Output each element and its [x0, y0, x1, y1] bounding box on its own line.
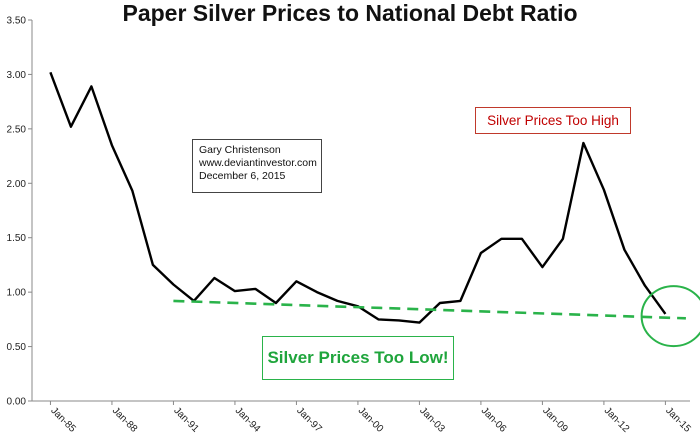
author-info-box: Gary Christenson www.deviantinvestor.com… [192, 139, 322, 193]
author-website: www.deviantinvestor.com [199, 157, 317, 169]
prices-too-high-label: Silver Prices Too High [475, 107, 631, 134]
x-tick-label: Jan-09 [540, 405, 570, 435]
trend-line [173, 299, 686, 320]
x-tick-label: Jan-88 [110, 405, 140, 435]
y-tick-label: 0.50 [7, 342, 27, 353]
x-tick-label: Jan-00 [356, 405, 386, 435]
x-tick-label: Jan-15 [663, 405, 693, 435]
highlight-circle [640, 285, 700, 348]
x-tick-label: Jan-03 [417, 405, 447, 435]
y-tick-label: 2.00 [7, 179, 27, 190]
y-tick-label: 1.00 [7, 288, 27, 299]
prices-too-low-label: Silver Prices Too Low! [262, 336, 454, 380]
x-tick-label: Jan-91 [171, 405, 201, 435]
x-tick-label: Jan-85 [48, 405, 78, 435]
y-tick-label: 3.50 [7, 16, 27, 27]
chart-title: Paper Silver Prices to National Debt Rat… [122, 0, 578, 26]
y-tick-label: 0.00 [7, 397, 27, 408]
y-tick-label: 3.00 [7, 70, 27, 81]
y-tick-label: 2.50 [7, 124, 27, 135]
author-date: December 6, 2015 [199, 170, 286, 182]
x-tick-label: Jan-06 [479, 405, 509, 435]
x-tick-label: Jan-94 [233, 405, 263, 435]
y-tick-label: 1.50 [7, 233, 27, 244]
x-tick-label: Jan-12 [602, 405, 632, 435]
x-tick-label: Jan-97 [294, 405, 324, 435]
author-name: Gary Christenson [199, 144, 281, 156]
